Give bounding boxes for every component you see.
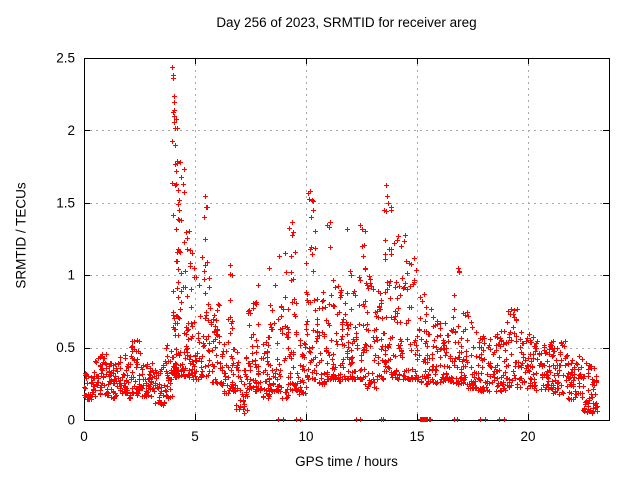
x-tick-label: 15 xyxy=(409,429,424,444)
y-tick-label: 1.5 xyxy=(56,195,75,210)
y-tick-label: 2 xyxy=(67,123,75,138)
y-axis-label: SRMTID / TECUs xyxy=(13,182,29,289)
grid-lines xyxy=(84,58,609,420)
x-tick-label: 0 xyxy=(80,429,88,444)
x-tick-label: 5 xyxy=(191,429,199,444)
y-tick-label: 0.5 xyxy=(56,340,75,355)
x-axis-label: GPS time / hours xyxy=(295,454,398,469)
y-tick-label: 1 xyxy=(67,268,75,283)
data-points xyxy=(82,65,600,422)
chart-title: Day 256 of 2023, SRMTID for receiver are… xyxy=(216,15,477,30)
plot-border xyxy=(84,58,610,421)
x-tick-label: 10 xyxy=(298,429,313,444)
y-tick-label: 2.5 xyxy=(56,51,75,66)
x-tick-label: 20 xyxy=(520,429,535,444)
y-tick-label: 0 xyxy=(67,413,75,428)
